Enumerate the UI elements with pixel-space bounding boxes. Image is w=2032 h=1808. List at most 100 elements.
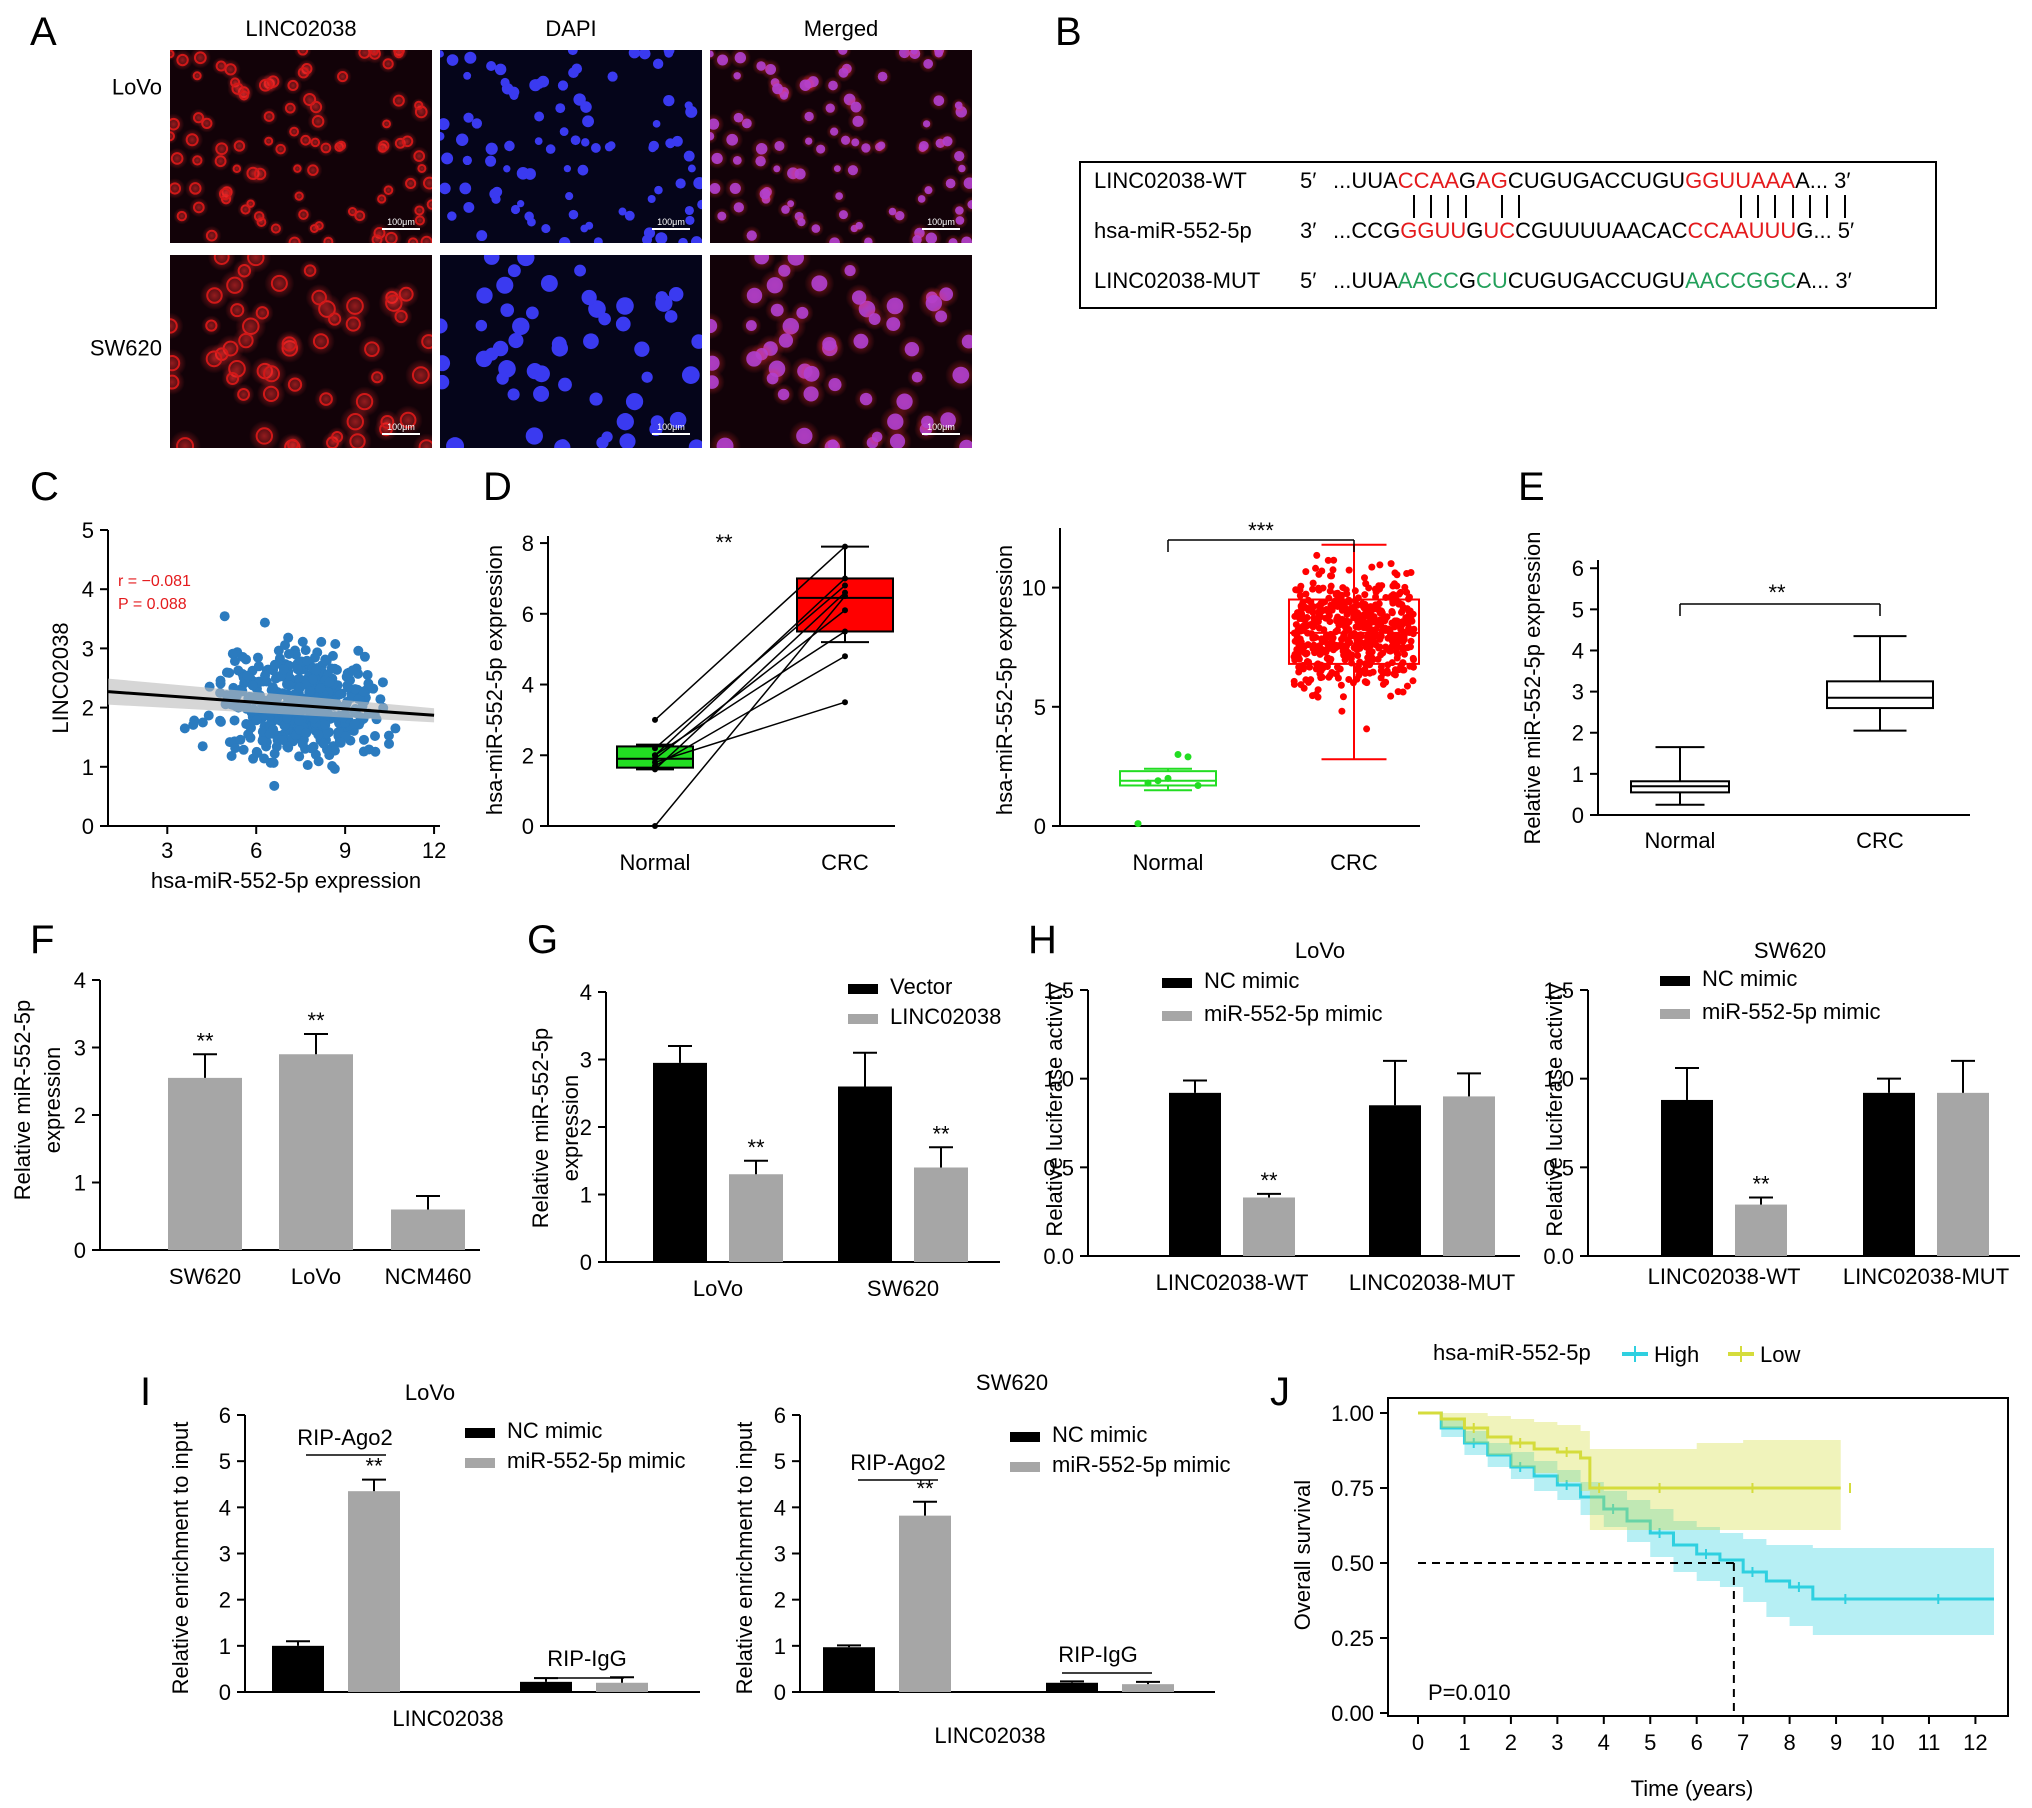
panel-g-bar xyxy=(653,1062,707,1262)
cell-rim xyxy=(364,341,380,357)
cell-nucleus xyxy=(745,320,757,331)
cell-nucleus xyxy=(945,178,956,189)
cell-nucleus xyxy=(508,333,524,349)
sequence-name: LINC02038-WT xyxy=(1094,168,1247,193)
panel-g-y-tick-label: 0 xyxy=(580,1250,592,1275)
cell-nucleus xyxy=(494,63,507,76)
scatter-point xyxy=(197,741,208,752)
data-point xyxy=(1313,661,1321,669)
data-point xyxy=(1355,623,1363,631)
cell-nucleus xyxy=(910,50,918,55)
cell-nucleus xyxy=(525,427,543,445)
cell-rim xyxy=(323,236,334,243)
panel-f-bar xyxy=(391,1209,465,1250)
cell-cytoplasm xyxy=(170,369,185,395)
cell-nucleus xyxy=(485,155,497,167)
panel-i-left-y-tick-label: 2 xyxy=(219,1588,231,1613)
panel-letter-B: B xyxy=(1055,10,1082,54)
scatter-point xyxy=(203,710,214,721)
cell-rim xyxy=(337,71,349,83)
data-point xyxy=(1291,637,1299,645)
cell-rim xyxy=(206,287,223,304)
cell-nucleus xyxy=(955,216,965,225)
cell-rim xyxy=(213,255,230,265)
cell-nucleus xyxy=(500,303,515,317)
cell-rim xyxy=(255,306,270,320)
sequence-end: 5′ xyxy=(1838,218,1854,243)
scatter-point xyxy=(383,730,394,741)
cell-rim xyxy=(264,136,274,146)
cell-nucleus xyxy=(710,318,718,334)
cell-nucleus xyxy=(463,112,474,123)
scatter-point xyxy=(363,678,374,689)
cell-nucleus xyxy=(850,101,862,113)
cell-rim xyxy=(392,94,405,107)
scatter-point xyxy=(252,748,263,759)
panel-j-x-tick-label: 8 xyxy=(1783,1730,1795,1755)
cell-nucleus xyxy=(923,58,934,69)
panel-h-left-legend-swatch xyxy=(1162,1011,1192,1021)
cell-nucleus xyxy=(440,131,445,141)
panel-f-y-tick-label: 1 xyxy=(74,1171,86,1196)
panel-i-left-x-label: LINC02038 xyxy=(392,1706,503,1731)
scatter-point xyxy=(280,640,291,651)
panel-letter-C: C xyxy=(30,465,59,509)
cell-cytoplasm xyxy=(170,430,202,448)
data-point xyxy=(1310,641,1318,649)
cell-nucleus xyxy=(463,201,475,213)
cell-nucleus xyxy=(710,50,714,58)
data-point xyxy=(1340,632,1348,640)
scatter-point xyxy=(324,677,335,688)
cell-nucleus xyxy=(455,133,469,146)
data-point xyxy=(1194,781,1202,789)
data-point xyxy=(1295,668,1303,676)
cell-cytoplasm xyxy=(189,50,212,69)
scatter-point xyxy=(347,665,358,676)
micrograph-lovo-blue xyxy=(440,50,702,243)
data-point xyxy=(1362,638,1370,646)
cell-rim xyxy=(287,438,299,448)
paired-point xyxy=(842,607,848,614)
data-point xyxy=(1354,609,1362,617)
panel-d-right-y-label: hsa-miR-552-5p expression xyxy=(992,545,1017,815)
panel-g-legend-swatch xyxy=(848,1014,878,1024)
box xyxy=(1288,598,1420,665)
cell-nucleus xyxy=(954,150,965,162)
cell-nucleus xyxy=(766,372,779,385)
cell-nucleus xyxy=(501,82,514,95)
panel-j-x-tick-label: 4 xyxy=(1598,1730,1610,1755)
rip-igg-label: RIP-IgG xyxy=(1058,1642,1137,1667)
panel-i-right-legend-label: miR-552-5p mimic xyxy=(1052,1452,1230,1477)
cell-nucleus xyxy=(844,265,856,277)
paired-point xyxy=(652,752,658,759)
scatter-point xyxy=(238,744,249,755)
sequence-segment: ...UUA xyxy=(1333,168,1398,193)
panel-i-right-bar xyxy=(823,1647,875,1692)
cell-cytoplasm xyxy=(254,74,277,96)
panel-f-y-tick-label: 3 xyxy=(74,1036,86,1061)
cell-nucleus xyxy=(919,140,929,151)
cell-rim xyxy=(336,140,347,151)
cell-nucleus xyxy=(921,415,934,429)
cell-nucleus xyxy=(781,205,790,214)
cell-rim xyxy=(215,142,229,156)
panel-c-x-tick-label: 12 xyxy=(422,838,446,863)
cell-cytoplasm xyxy=(240,255,272,273)
panel-g-y-tick-label: 2 xyxy=(580,1115,592,1140)
cell-nucleus xyxy=(441,152,454,165)
panel-h-left-x-label: LINC02038-MUT xyxy=(1349,1270,1515,1295)
micrograph-sw620-merged xyxy=(710,255,972,448)
cell-nucleus xyxy=(577,164,589,176)
cell-rim xyxy=(417,163,427,173)
cell-nucleus xyxy=(847,165,858,176)
cell-nucleus xyxy=(615,316,631,332)
panel-h-right-bar xyxy=(1735,1204,1787,1256)
data-point xyxy=(1365,621,1373,629)
cell-nucleus xyxy=(616,413,634,431)
data-point xyxy=(1403,570,1411,578)
cell-cytoplasm xyxy=(368,230,386,243)
cell-nucleus xyxy=(933,95,945,106)
scatter-point xyxy=(259,617,270,628)
cell-nucleus xyxy=(684,101,693,110)
cell-nucleus xyxy=(534,137,543,146)
